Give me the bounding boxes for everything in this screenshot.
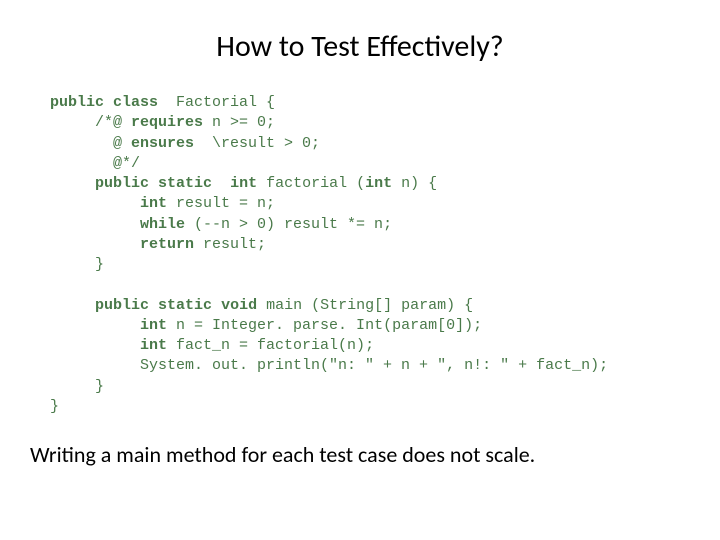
- code-keyword: static: [158, 297, 212, 314]
- code-line: int result = n;: [50, 194, 680, 214]
- code-keyword: int: [140, 337, 167, 354]
- code-line: int fact_n = factorial(n);: [50, 336, 680, 356]
- code-line: }: [50, 377, 680, 397]
- code-line: while (--n > 0) result *= n;: [50, 215, 680, 235]
- code-line: public class Factorial {: [50, 93, 680, 113]
- code-line: [50, 275, 680, 295]
- code-line: public static int factorial (int n) {: [50, 174, 680, 194]
- footer-text: Writing a main method for each test case…: [30, 441, 680, 468]
- code-line: }: [50, 255, 680, 275]
- code-keyword: public: [50, 94, 104, 111]
- code-keyword: void: [221, 297, 257, 314]
- code-keyword: while: [140, 216, 185, 233]
- slide: How to Test Effectively? public class Fa…: [0, 0, 720, 540]
- code-line: /*@ requires n >= 0;: [50, 113, 680, 133]
- code-keyword: ensures: [131, 135, 194, 152]
- code-line: public static void main (String[] param)…: [50, 296, 680, 316]
- code-keyword: int: [230, 175, 257, 192]
- code-keyword: return: [140, 236, 194, 253]
- code-line: System. out. println("n: " + n + ", n!: …: [50, 356, 680, 376]
- code-block: public class Factorial { /*@ requires n …: [50, 93, 680, 417]
- code-keyword: int: [140, 317, 167, 334]
- code-keyword: int: [365, 175, 392, 192]
- code-line: return result;: [50, 235, 680, 255]
- code-keyword: static: [158, 175, 212, 192]
- code-line: int n = Integer. parse. Int(param[0]);: [50, 316, 680, 336]
- code-line: @ ensures \result > 0;: [50, 134, 680, 154]
- code-keyword: class: [104, 94, 158, 111]
- code-line: @*/: [50, 154, 680, 174]
- code-keyword: public: [95, 297, 149, 314]
- slide-title: How to Test Effectively?: [40, 28, 680, 65]
- code-keyword: requires: [131, 114, 203, 131]
- code-line: }: [50, 397, 680, 417]
- code-keyword: int: [140, 195, 167, 212]
- code-keyword: public: [95, 175, 149, 192]
